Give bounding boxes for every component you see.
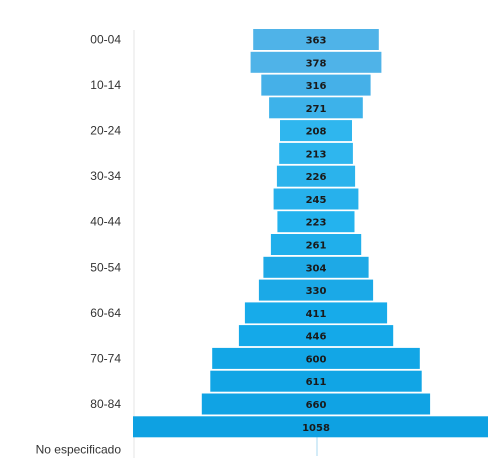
bar-40-44[interactable] <box>277 211 355 233</box>
bar-80-84[interactable] <box>201 393 431 415</box>
tick-label-60-64: 60-64 <box>90 306 121 320</box>
data-label-60-64: 411 <box>306 309 327 320</box>
bar-00-04[interactable] <box>253 29 379 50</box>
data-label-15-19: 271 <box>306 104 327 115</box>
data-label-55-59: 330 <box>306 286 327 297</box>
data-label-40-44: 223 <box>306 218 327 229</box>
bar-60-64[interactable] <box>244 302 388 324</box>
tick-labels-group: 00-04 10-14 20-24 30-34 40-44 50-54 60-64 70-74… <box>36 33 122 457</box>
bar-15-19[interactable] <box>269 97 363 119</box>
bar-45-49[interactable] <box>270 234 362 255</box>
bar-75-79[interactable] <box>210 370 422 392</box>
tick-label-40-44: 40-44 <box>90 215 121 229</box>
tick-label-20-24: 20-24 <box>90 124 121 138</box>
tick-label-00-04: 00-04 <box>90 33 121 47</box>
bar-70-74[interactable] <box>212 347 420 369</box>
bar-35-39[interactable] <box>273 188 359 210</box>
data-label-25-29: 213 <box>306 149 327 160</box>
data-label-10-14: 316 <box>306 81 327 92</box>
tick-label-70-74: 70-74 <box>90 351 121 365</box>
data-label-05-09: 378 <box>306 58 327 69</box>
bar-30-34[interactable] <box>276 165 356 187</box>
data-label-70-74: 600 <box>306 354 327 365</box>
data-label-50-54: 304 <box>306 263 327 274</box>
bars-group <box>133 29 488 438</box>
bar-65-69[interactable] <box>238 325 394 347</box>
data-label-35-39: 245 <box>306 195 327 206</box>
data-label-75-79: 611 <box>306 377 327 388</box>
data-label-45-49: 261 <box>306 241 327 252</box>
bar-10-14[interactable] <box>261 74 371 96</box>
tick-label-50-54: 50-54 <box>90 260 121 274</box>
bar-20-24[interactable] <box>280 120 352 142</box>
data-label-00-04: 363 <box>306 36 327 47</box>
data-label-80-84: 660 <box>306 400 327 411</box>
bar-50-54[interactable] <box>263 256 369 278</box>
data-label-85+: 1058 <box>302 423 330 434</box>
data-labels-group: 363 378 316 271 208 213 226 245 223 261 304 330 411 4… <box>302 36 330 434</box>
data-label-65-69: 446 <box>306 332 327 343</box>
bar-55-59[interactable] <box>258 279 374 301</box>
bar-85+[interactable] <box>133 416 488 438</box>
bar-05-09[interactable] <box>250 51 382 73</box>
bar-25-29[interactable] <box>279 142 353 164</box>
tick-label-30-34: 30-34 <box>90 169 121 183</box>
tick-label-no-especificado: No especificado <box>36 443 122 457</box>
data-label-20-24: 208 <box>306 127 327 138</box>
tick-label-80-84: 80-84 <box>90 397 121 411</box>
tick-label-10-14: 10-14 <box>90 78 121 92</box>
data-label-30-34: 226 <box>306 172 327 183</box>
